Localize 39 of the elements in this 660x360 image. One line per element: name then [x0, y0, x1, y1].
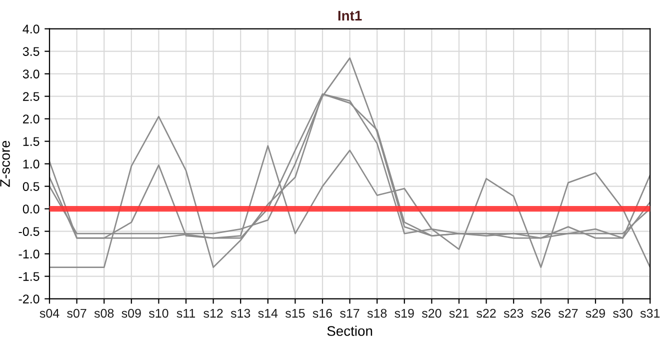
y-tick-label: 1.0 [23, 160, 40, 168]
x-tick-label: s14 [258, 308, 278, 318]
x-tick-label: s12 [204, 308, 223, 318]
y-axis-title: Z-score [0, 140, 10, 187]
x-tick-label: s29 [586, 308, 605, 318]
x-tick-label: s27 [558, 308, 578, 318]
x-tick-label: s20 [422, 308, 442, 318]
y-tick-label: 2.0 [23, 114, 40, 124]
y-tick-label: -2.0 [18, 294, 40, 304]
x-tick-label: s10 [148, 308, 168, 318]
x-tick-label: s26 [531, 308, 550, 318]
x-tick-label: s30 [613, 308, 632, 318]
y-tick-label: 0.0 [22, 204, 40, 214]
x-tick-label: s04 [40, 308, 60, 318]
y-tick-label: -1.0 [18, 250, 40, 258]
x-tick-label: s22 [476, 308, 496, 318]
y-tick-label: 4.0 [22, 24, 40, 34]
x-tick-label: s17 [340, 308, 360, 318]
x-tick-label: s08 [94, 308, 114, 318]
y-tick-label: 3.0 [22, 70, 40, 78]
x-axis-title: Section [327, 326, 372, 336]
y-tick-label: 2.5 [23, 92, 40, 101]
y-tick-label: 1.5 [23, 137, 40, 146]
x-tick-label: s21 [449, 308, 468, 318]
x-tick-label: s13 [230, 308, 250, 318]
x-tick-label: s31 [640, 308, 660, 318]
x-tick-label: s23 [504, 308, 524, 318]
y-tick-label: 0.5 [22, 182, 40, 191]
x-tick-label: s15 [285, 308, 305, 318]
y-tick-label: -0.5 [18, 227, 40, 236]
chart-title: Int1 [338, 10, 362, 21]
y-tick-label: 3.5 [22, 47, 40, 56]
x-tick-label: s18 [367, 308, 387, 318]
y-tick-label: -1.5 [18, 272, 40, 281]
x-tick-label: s16 [312, 308, 332, 318]
x-tick-label: s19 [394, 308, 414, 318]
x-tick-label: s09 [122, 308, 141, 318]
x-tick-label: s11 [176, 308, 196, 318]
x-tick-label: s07 [67, 308, 86, 318]
